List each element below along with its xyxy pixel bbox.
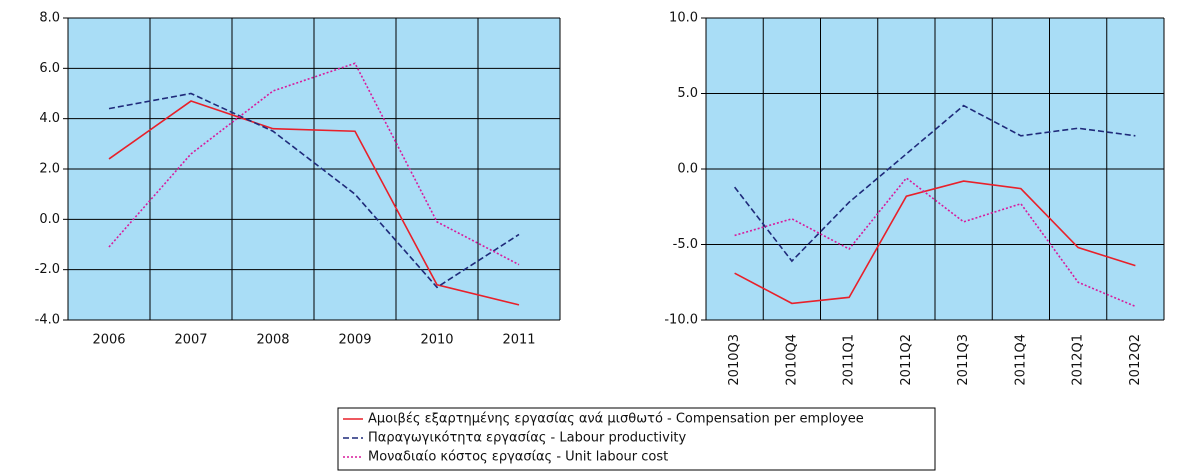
y-tick-label: 8.0 [39,11,60,26]
y-tick-label: -5.0 [673,237,698,252]
x-tick-label: 2012Q2 [1128,334,1143,386]
y-tick-label: -4.0 [35,313,60,328]
x-tick-label: 2007 [174,333,207,348]
x-tick-label: 2010 [420,333,453,348]
y-tick-label: -10.0 [664,313,698,328]
y-tick-label: 6.0 [39,61,60,76]
series-line [108,100,520,306]
series-line [108,92,520,289]
x-tick-label: 2011Q2 [899,334,914,386]
x-tick-label: 2011 [502,333,535,348]
y-tick-label: -2.0 [35,262,60,277]
x-tick-label: 2010Q3 [727,334,742,386]
series-line [733,104,1136,263]
y-tick-label: 5.0 [677,86,698,101]
x-tick-label: 2012Q1 [1071,334,1086,386]
x-tick-label: 2011Q4 [1013,334,1028,386]
legend-label: Παραγωγικότητα εργασίας - Labour product… [368,431,687,446]
legend-label: Αμοιβές εξαρτημένης εργασίας ανά μισθωτό… [368,412,864,427]
series-line [734,176,1136,308]
y-tick-label: 0.0 [39,212,60,227]
legend-box [337,407,936,471]
x-tick-label: 2008 [256,333,289,348]
y-tick-label: 4.0 [39,111,60,126]
x-tick-label: 2010Q4 [784,334,799,386]
x-tick-label: 2006 [92,333,125,348]
legend-label: Μοναδιαίο κόστος εργασίας - Unit labour … [368,450,668,465]
x-tick-label: 2009 [338,333,371,348]
x-tick-label: 2011Q1 [842,334,857,386]
y-tick-label: 10.0 [669,11,698,26]
x-tick-label: 2011Q3 [956,334,971,386]
y-tick-label: 2.0 [39,162,60,177]
y-tick-label: 0.0 [677,162,698,177]
series-line [734,180,1136,305]
